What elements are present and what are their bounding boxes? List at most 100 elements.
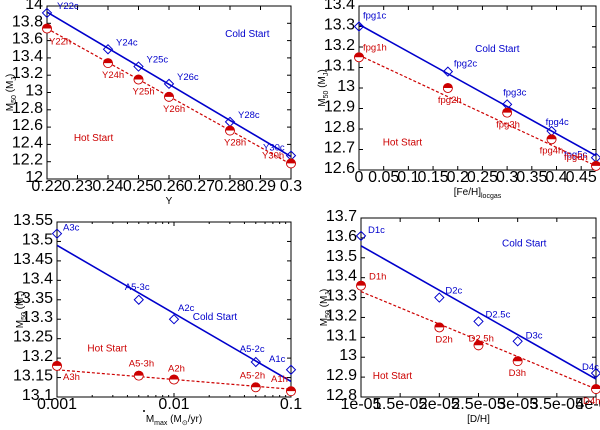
hot-point-marker-half	[134, 375, 144, 381]
cold-fit-line	[359, 23, 596, 157]
point-label: A1h	[271, 374, 288, 385]
y-tick-label: 12.8	[324, 119, 355, 136]
cold-point-marker	[355, 230, 367, 242]
point-label: D3c	[526, 330, 543, 341]
point-label: A2c	[178, 303, 195, 314]
point-label: D4h	[583, 396, 600, 407]
cold-fit-line	[47, 11, 291, 158]
y-tick-label: 12.6	[324, 160, 355, 177]
y-tick-label: 12	[25, 169, 43, 186]
x-tick-label: 0.23	[62, 178, 93, 195]
y-tick-label: 13.3	[326, 288, 357, 305]
point-label: Y26c	[177, 72, 199, 83]
y-tick-label: 13.15	[13, 368, 53, 385]
y-tick-label: 13.7	[326, 208, 357, 225]
hot-point-marker-half	[513, 361, 523, 366]
y-tick-label: 13.6	[326, 228, 357, 245]
x-tick-label: 0.1	[397, 169, 419, 186]
y-tick-label: 13.5	[22, 231, 53, 248]
hot-start-label: Hot Start	[373, 371, 413, 382]
hot-point-marker-half	[225, 130, 235, 136]
point-label: D2.5c	[486, 309, 511, 320]
cold-point-marker	[285, 364, 297, 375]
x-tick-label: 0.4	[545, 169, 567, 186]
point-label: fpg1c	[363, 11, 386, 22]
point-label: Y30c	[263, 143, 285, 154]
cold-point-marker	[442, 66, 454, 77]
y-tick-label: 12.9	[324, 99, 355, 116]
point-label: fpg2h	[438, 95, 462, 106]
x-tick-label: 0.2	[447, 169, 469, 186]
cold-point-marker	[102, 44, 114, 55]
x-tick-label: 2.5e-05	[451, 396, 505, 413]
y-tick-label: 13	[25, 83, 43, 100]
x-axis-label: Mmax (M⊙/yr)	[146, 414, 202, 427]
hot-start-label: Hot Start	[87, 344, 127, 355]
hot-point-marker-half	[164, 96, 174, 102]
hot-point-marker-half	[251, 387, 261, 392]
hot-point-marker-ring	[42, 23, 52, 34]
point-label: A3h	[63, 372, 80, 383]
chart-panel-Mdot: 0.001 0.01 0.1 13.1 13.15 13.2 13.25 13.3 13.35 1…	[13, 212, 302, 427]
point-label: Y22h	[49, 36, 71, 47]
point-label: A5-2h	[240, 370, 265, 381]
x-axis-label: Y	[166, 196, 173, 207]
y-tick-label: 12.9	[326, 367, 357, 384]
hot-point-marker-ring	[354, 52, 364, 63]
cold-point-marker	[41, 7, 53, 19]
x-tick-label: 0.01	[158, 396, 189, 413]
point-label: D2.5h	[469, 333, 494, 344]
hot-point-marker-half	[134, 79, 143, 85]
y-tick-label: 12.2	[12, 152, 43, 169]
point-label: A1c	[269, 354, 286, 365]
y-tick-label: 13.4	[324, 0, 355, 13]
y-tick-label: 13.4	[12, 48, 43, 65]
cold-point-marker	[133, 294, 144, 305]
y-axis-label: M50 (MJ)	[5, 74, 18, 111]
hot-point-marker-half	[547, 139, 557, 144]
y-tick-label: 13.25	[13, 329, 53, 346]
hot-point-marker-ring	[591, 161, 600, 171]
x-tick-label: 0.3	[280, 178, 302, 195]
y-tick-label: 13.45	[13, 251, 53, 268]
point-label: A5-3c	[125, 282, 150, 293]
point-label: D2h	[435, 334, 452, 345]
hot-point-marker-ring	[502, 107, 513, 118]
x-tick-label: 0.25	[123, 178, 154, 195]
y-tick-label: 13.1	[324, 58, 355, 75]
hot-point-marker-ring	[250, 382, 261, 393]
x-tick-label: 3.5e-05	[530, 396, 584, 413]
x-tick-label: 0.25	[467, 169, 498, 186]
x-tick-label: 1e-05	[341, 396, 382, 413]
x-tick-label: 0.35	[516, 169, 547, 186]
y-tick-label: 12.7	[324, 140, 355, 157]
point-label: D3h	[509, 368, 526, 379]
mdot-accent	[143, 410, 145, 412]
cold-point-marker	[473, 316, 484, 327]
x-tick-label: 0.1	[280, 396, 302, 413]
y-tick-label: 13.3	[22, 309, 53, 326]
hot-point-marker-half	[354, 57, 364, 62]
hot-point-marker-half	[591, 389, 600, 394]
point-label: fpg2c	[454, 59, 477, 70]
hot-point-marker-ring	[442, 83, 453, 93]
x-tick-label: 2e-05	[419, 396, 460, 413]
x-tick-label: 0.001	[37, 396, 77, 413]
x-tick-label: 0.29	[245, 178, 276, 195]
hot-point-marker-half	[443, 88, 453, 93]
y-tick-label: 13	[339, 347, 357, 364]
hot-point-marker-half	[286, 391, 296, 396]
hot-point-marker-half	[42, 28, 52, 33]
y-tick-label: 13.8	[12, 13, 43, 30]
hot-point-marker-ring	[512, 356, 523, 367]
hot-start-label: Hot Start	[74, 133, 114, 144]
point-label: D4c	[582, 362, 599, 373]
cold-point-marker	[512, 336, 523, 347]
hot-point-marker-ring	[103, 58, 113, 68]
hot-point-marker-half	[169, 379, 179, 384]
point-label: Y26h	[163, 104, 185, 115]
point-label: D2c	[445, 286, 462, 297]
cold-start-label: Cold Start	[225, 29, 270, 40]
hot-fit-line	[359, 54, 596, 167]
cold-point-marker	[168, 314, 180, 325]
